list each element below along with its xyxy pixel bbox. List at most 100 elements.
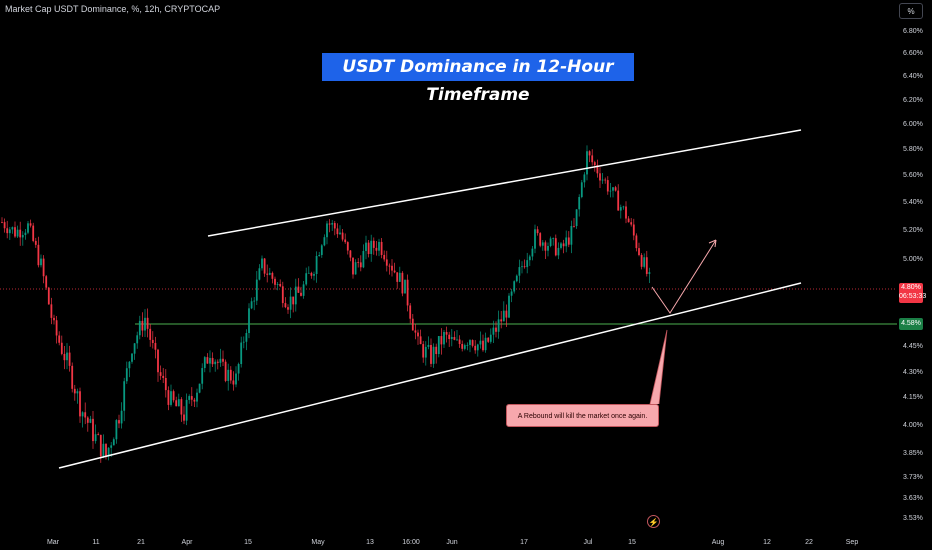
candle-body <box>294 286 297 305</box>
candle-body <box>281 286 284 304</box>
projection-path[interactable] <box>651 239 717 314</box>
y-tick-label: 3.73% <box>903 474 923 481</box>
candle-body <box>357 262 360 263</box>
candle-body <box>609 190 612 192</box>
candle-body <box>97 434 100 436</box>
candle-body <box>632 224 635 236</box>
candle-body <box>326 223 328 238</box>
candle-body <box>112 439 115 446</box>
candle-body <box>310 272 313 276</box>
candle-body <box>638 248 640 255</box>
candle-body <box>586 151 588 175</box>
candle-body <box>404 279 406 294</box>
candle-body <box>593 162 596 166</box>
candle-body <box>71 365 74 389</box>
candle-body <box>359 262 362 268</box>
candle-body <box>383 254 386 260</box>
candle-body <box>245 333 248 342</box>
candle-body <box>318 254 321 256</box>
candle-body <box>159 372 162 376</box>
rebound-callout[interactable]: A Rebound will kill the market once agai… <box>506 404 659 427</box>
candle-body <box>508 295 510 318</box>
candle-body <box>110 445 113 448</box>
chart-headline: USDT Dominance in 12-Hour Timeframe <box>322 53 634 105</box>
candle-body <box>154 343 157 350</box>
candle-body <box>141 320 144 331</box>
y-tick-label: 6.20% <box>903 97 923 104</box>
percent-unit-button[interactable]: % <box>899 3 923 19</box>
candle-body <box>479 340 482 345</box>
candle-body <box>79 391 81 417</box>
candle-body <box>292 296 295 305</box>
candle-body <box>1 222 3 223</box>
candle-body <box>11 227 14 230</box>
candle-body <box>645 257 648 274</box>
candle-body <box>354 262 357 275</box>
candle-body <box>196 392 198 402</box>
candle-body <box>375 247 378 251</box>
candle-body <box>76 391 79 394</box>
candle-body <box>209 357 211 364</box>
candle-body <box>268 272 271 275</box>
candle-body <box>266 273 269 275</box>
candle-body <box>240 342 243 365</box>
candle-body <box>484 337 487 351</box>
candle-body <box>393 270 396 273</box>
x-tick-label: 11 <box>92 539 99 546</box>
lower-channel-line[interactable] <box>58 282 802 469</box>
y-tick-label: 5.80% <box>903 146 923 153</box>
candle-body <box>29 223 32 226</box>
y-tick-label: 4.30% <box>903 369 923 376</box>
candle-body <box>21 235 24 238</box>
candle-body <box>125 368 128 382</box>
candle-body <box>534 229 536 249</box>
candle-body <box>523 266 526 268</box>
lightning-icon[interactable]: ⚡ <box>647 515 660 528</box>
y-tick-label: 5.00% <box>903 256 923 263</box>
candle-body <box>648 272 651 274</box>
candle-body <box>206 357 209 364</box>
candle-body <box>136 335 139 344</box>
upper-channel-line[interactable] <box>207 129 802 237</box>
candles-layer <box>1 145 651 463</box>
candle-body <box>430 344 432 364</box>
price-axis[interactable]: 6.80% 6.60% 6.40% 6.20% 6.00% 5.80% 5.60% 5.40%… <box>903 28 923 522</box>
candle-body <box>461 343 464 349</box>
candle-body <box>458 339 461 344</box>
candle-body <box>422 344 425 358</box>
candle-body <box>214 361 217 365</box>
candle-body <box>73 388 76 394</box>
candle-body <box>242 341 245 343</box>
candle-body <box>172 391 175 401</box>
candle-body <box>445 332 448 335</box>
y-tick-label: 5.40% <box>903 199 923 206</box>
candle-body <box>211 357 214 365</box>
candle-body <box>8 229 11 234</box>
candle-body <box>263 258 266 274</box>
candle-body <box>487 337 490 342</box>
candle-body <box>107 447 110 457</box>
candle-body <box>510 291 513 296</box>
candle-body <box>630 222 633 225</box>
candle-body <box>448 334 451 340</box>
candle-body <box>183 414 185 421</box>
candle-body <box>518 267 521 276</box>
candle-body <box>489 334 492 342</box>
candle-body <box>42 258 45 277</box>
candle-body <box>328 223 331 225</box>
candle-body <box>131 353 133 362</box>
time-axis[interactable]: Mar 11 21 Apr 15 May 13 16:00 Jun 17 Jul 15 Aug 12 22 S… <box>47 539 858 546</box>
candle-body <box>32 225 35 241</box>
candle-body <box>253 300 256 302</box>
candle-body <box>414 330 417 333</box>
candle-body <box>190 396 193 400</box>
candle-body <box>232 380 235 385</box>
candle-body <box>198 383 201 393</box>
candle-body <box>391 265 393 271</box>
candle-body <box>411 318 414 331</box>
candle-body <box>492 327 495 335</box>
candle-body <box>149 328 152 340</box>
candle-body <box>331 223 334 225</box>
candle-body <box>539 233 542 246</box>
